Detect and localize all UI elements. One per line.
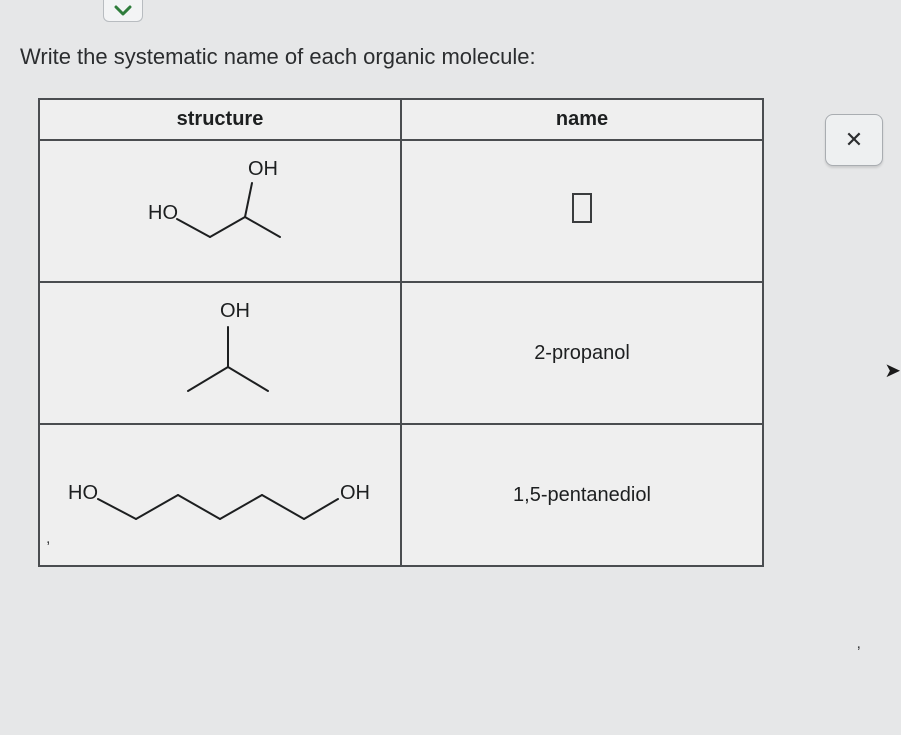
question-text: Write the systematic name of each organi… — [20, 44, 536, 70]
chevron-down-icon — [114, 5, 132, 17]
name-cell-0 — [401, 140, 763, 282]
svg-text:OH: OH — [248, 158, 278, 180]
dropdown-toggle[interactable] — [103, 0, 143, 22]
name-input-0[interactable] — [572, 193, 592, 223]
stray-mark: , — [46, 530, 50, 548]
svg-text:OH: OH — [220, 300, 250, 322]
structure-cell-0: OH HO — [39, 140, 401, 282]
stray-mark: , — [857, 635, 861, 653]
table-row: HO OH 1,5-pentanediol — [39, 424, 763, 566]
table-header-row: structure name — [39, 99, 763, 140]
structure-cell-1: OH — [39, 282, 401, 424]
name-value-1: 2-propanol — [534, 342, 630, 364]
svg-text:OH: OH — [340, 482, 370, 504]
table-row: OH HO — [39, 140, 763, 282]
molecule-diagram-0: OH HO — [70, 151, 370, 271]
molecule-table: structure name OH HO OH 2-propanol — [38, 98, 764, 567]
molecule-diagram-1: OH — [70, 293, 370, 413]
close-icon: ✕ — [845, 127, 863, 153]
table-row: OH 2-propanol — [39, 282, 763, 424]
structure-cell-2: HO OH — [39, 424, 401, 566]
name-cell-1: 2-propanol — [401, 282, 763, 424]
name-value-2: 1,5-pentanediol — [513, 484, 651, 506]
cursor-icon: ➤ — [884, 358, 901, 383]
name-cell-2: 1,5-pentanediol — [401, 424, 763, 566]
svg-text:HO: HO — [68, 482, 98, 504]
close-button[interactable]: ✕ — [825, 114, 883, 166]
header-name: name — [401, 99, 763, 140]
header-structure: structure — [39, 99, 401, 140]
molecule-diagram-2: HO OH — [50, 435, 390, 555]
svg-text:HO: HO — [148, 202, 178, 224]
page-root: Write the systematic name of each organi… — [0, 0, 901, 735]
